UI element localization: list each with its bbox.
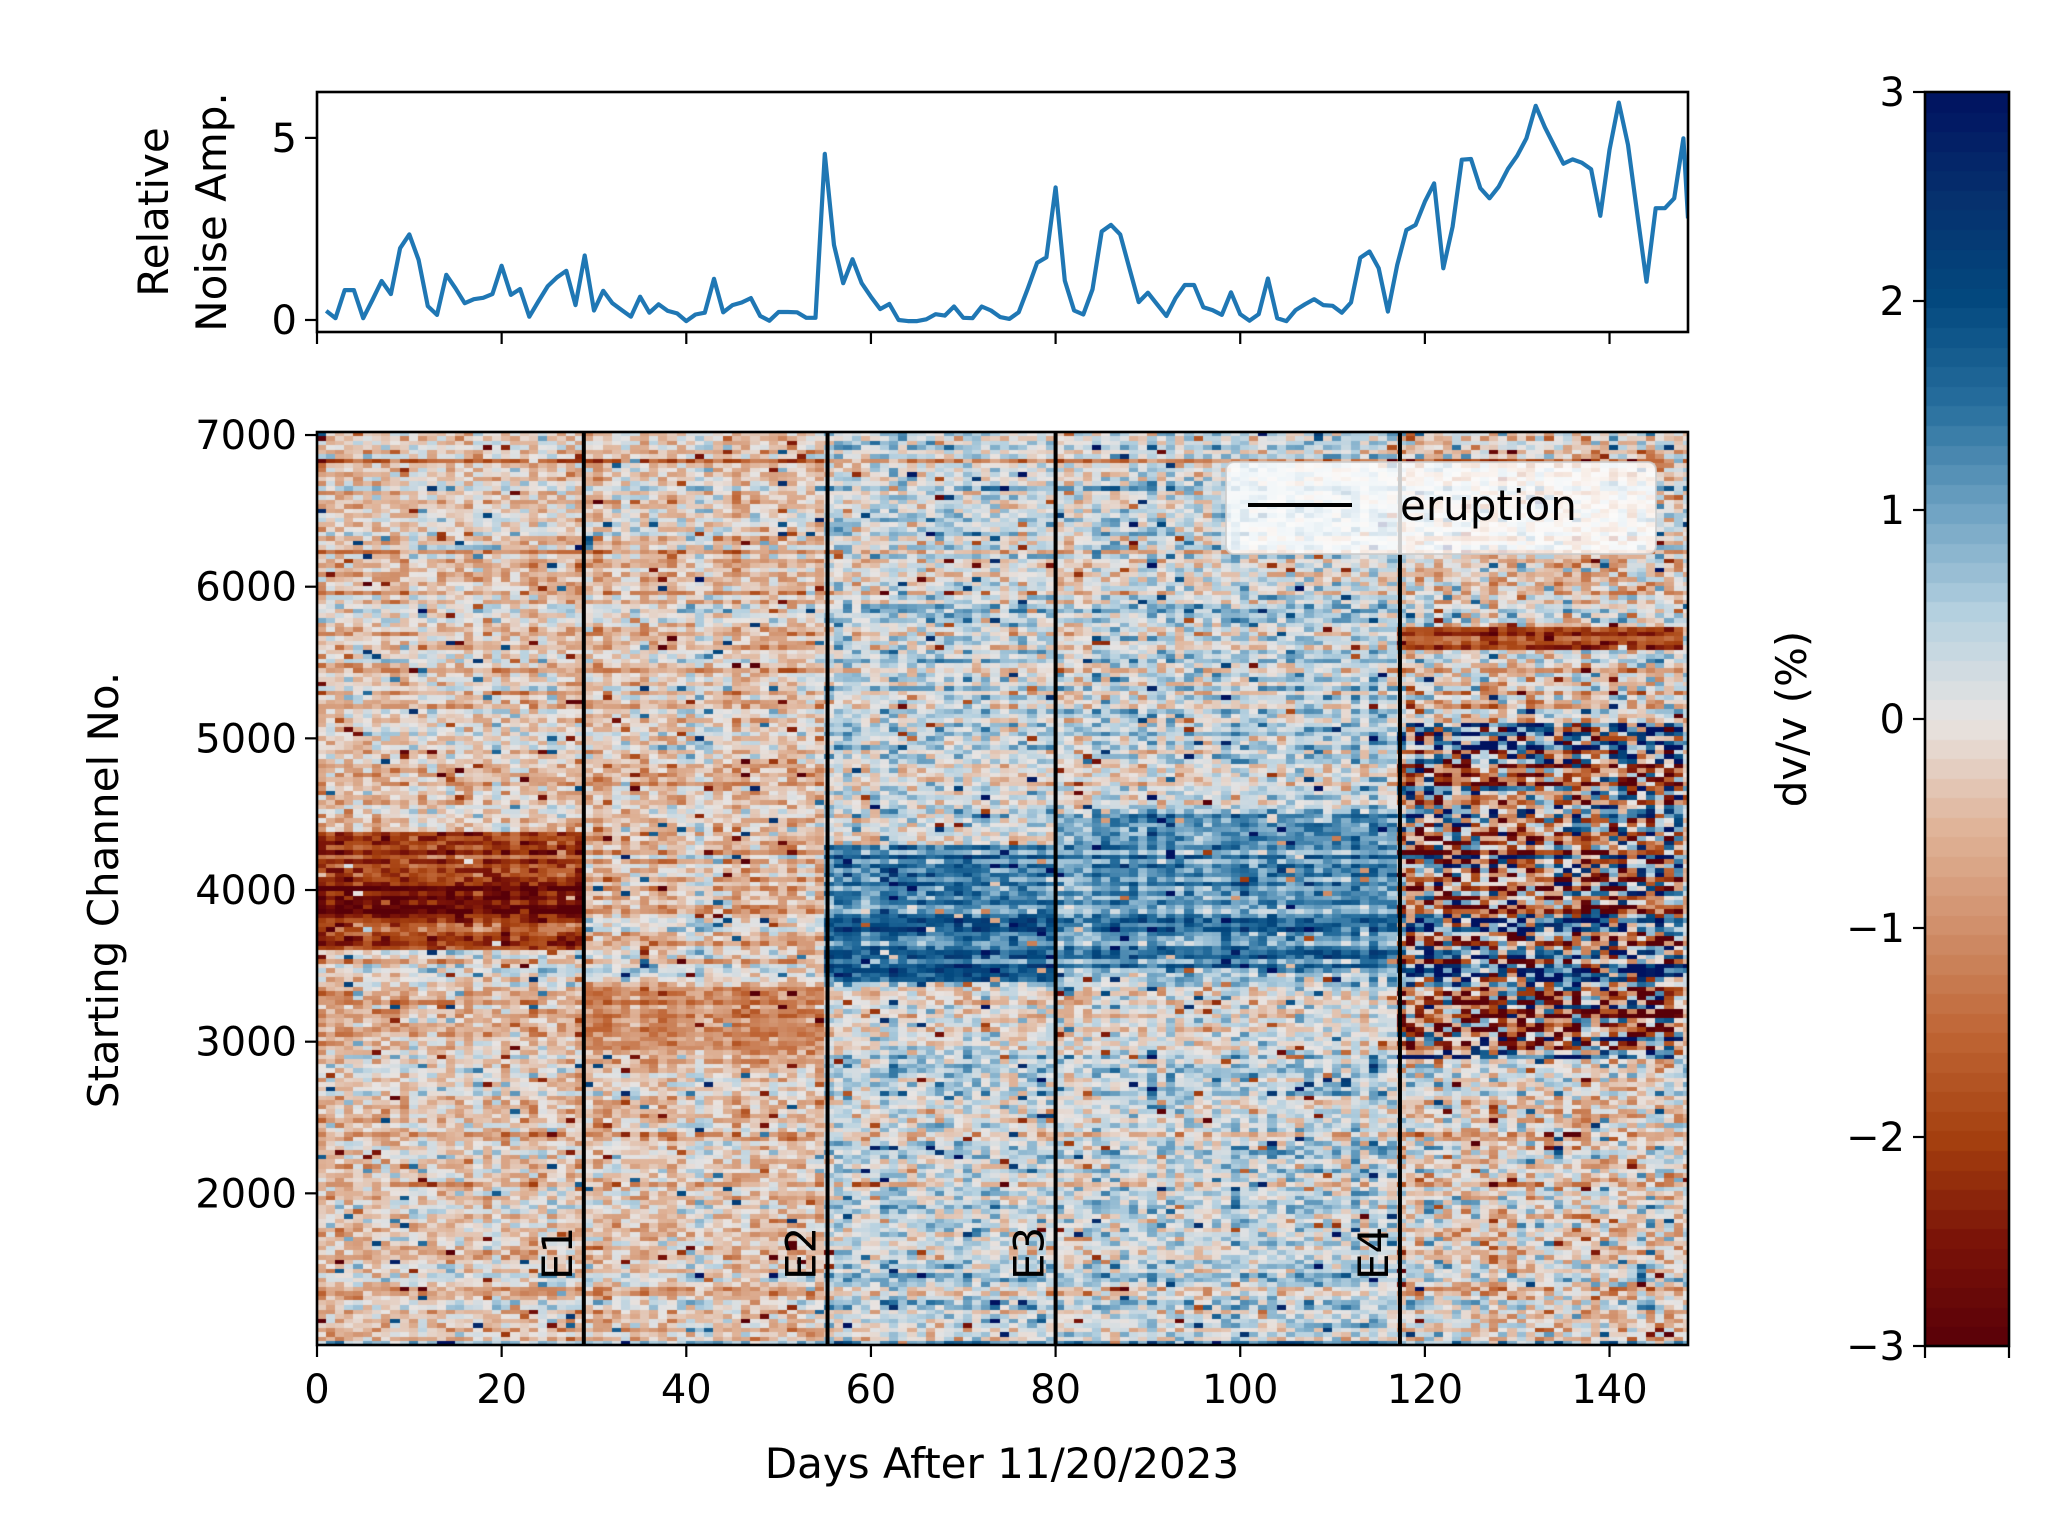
- colorbar-frame: [1925, 92, 2009, 1346]
- heatmap-y-tick-label: 3000: [195, 1020, 297, 1066]
- heatmap-y-tick-label: 7000: [195, 413, 297, 459]
- heatmap-x-tick-label: 60: [845, 1367, 896, 1413]
- eruption-label-e3: E3: [1005, 1227, 1054, 1280]
- noise-panel: 05 Relative Noise Amp.: [129, 92, 1688, 344]
- heatmap-x-tick-label: 100: [1202, 1367, 1278, 1413]
- eruption-label-e4: E4: [1349, 1227, 1398, 1280]
- heatmap-y-tick-label: 4000: [195, 868, 297, 914]
- legend: eruption: [1226, 462, 1656, 554]
- colorbar-label: dv/v (%): [1767, 631, 1816, 808]
- heatmap-x-tick-label: 140: [1571, 1367, 1647, 1413]
- heatmap-ylabel: Starting Channel No.: [79, 672, 128, 1108]
- heatmap-xlabel: Days After 11/20/2023: [765, 1439, 1239, 1488]
- heatmap-x-tick-label: 80: [1030, 1367, 1081, 1413]
- noise-ylabel-line1: Relative: [129, 127, 178, 296]
- colorbar-ticks: −3 −2 −1 0 1 2 3: [1846, 70, 1925, 1370]
- colorbar-tick-label: −3: [1846, 1324, 1905, 1370]
- noise-ylabel-line2: Noise Amp.: [187, 92, 236, 332]
- legend-eruption-label: eruption: [1400, 481, 1577, 530]
- noise-series: [326, 103, 1688, 322]
- noise-y-tick-label: 5: [272, 116, 297, 162]
- colorbar-tick-label: 3: [1880, 70, 1905, 116]
- heatmap-y-tick-label: 6000: [195, 565, 297, 611]
- colorbar-tick-label: 0: [1880, 697, 1905, 743]
- eruption-lines: [584, 432, 1400, 1345]
- heatmap-x-tick-label: 20: [476, 1367, 527, 1413]
- heatmap-x-ticks: 0 20 40 60 80 100 120 140: [304, 1345, 1647, 1413]
- eruption-label-e2: E2: [777, 1227, 826, 1280]
- heatmap-y-ticks: 2000 3000 4000 5000 6000 7000: [195, 413, 317, 1217]
- heatmap-panel: E1 E2 E3 E4 0 20 40 60 80 100 120 140 2000 3000 4000…: [79, 413, 1688, 1488]
- heatmap-y-tick-label: 2000: [195, 1171, 297, 1217]
- colorbar-tick-label: −2: [1846, 1115, 1905, 1161]
- figure: 05 Relative Noise Amp. E1E2E3E4 02040608…: [0, 0, 2054, 1518]
- heatmap-x-tick-label: 40: [661, 1367, 712, 1413]
- noise-y-tick-label: 0: [272, 298, 297, 344]
- eruption-label-e1: E1: [533, 1227, 582, 1280]
- heatmap-x-tick-label: 120: [1387, 1367, 1463, 1413]
- heatmap-y-tick-label: 5000: [195, 716, 297, 762]
- colorbar-tick-label: −1: [1846, 906, 1905, 952]
- noise-y-ticks: 05: [272, 116, 317, 344]
- colorbar-tick-label: 1: [1880, 488, 1905, 534]
- eruption-labels: E1 E2 E3 E4: [533, 1227, 1398, 1280]
- noise-line: [326, 103, 1688, 322]
- noise-x-ticks: [317, 332, 1610, 344]
- heatmap-x-tick-label: 0: [304, 1367, 329, 1413]
- colorbar-tick-label: 2: [1880, 279, 1905, 325]
- colorbar: −3 −2 −1 0 1 2 3 dv/v (%): [1767, 70, 2009, 1370]
- heatmap-frame: [317, 432, 1688, 1345]
